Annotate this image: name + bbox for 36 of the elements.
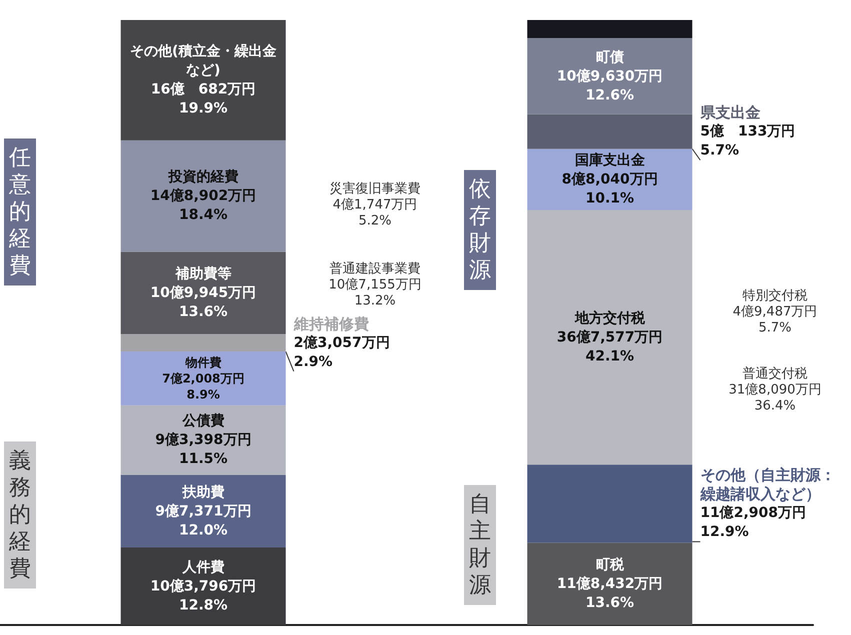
data-label: 14億8,902万円 18.4%	[150, 187, 256, 224]
series-label: 維持補修費	[292, 314, 369, 333]
data-label: 10億9,945万円 13.6%	[150, 284, 256, 320]
data-label: 2億3,057万円 2.9%	[294, 334, 390, 370]
data-label: 10億3,796万円 12.8%	[150, 577, 256, 614]
series-label: 地方交付税	[574, 309, 646, 326]
data-label: 36億7,577万円 42.1%	[556, 328, 663, 364]
annotation: 普通交付税 31億8,090万円 36.4%	[728, 366, 822, 414]
annotation: 義務的経費	[8, 448, 31, 582]
data-label: 7億2,008万円 8.9%	[162, 371, 244, 402]
data-label: 9億3,398万円 11.5%	[155, 431, 252, 468]
data-label: 9億7,371万円 12.0%	[155, 502, 252, 538]
data-label: 10億9,630万円 12.6%	[556, 67, 663, 104]
annotation: 災害復旧事業費 4億1,747万円 5.2%	[330, 180, 420, 228]
series-label: 扶助費	[181, 484, 224, 500]
annotation: 自主財源	[469, 492, 491, 598]
series-label: 公債費	[181, 413, 224, 430]
annotation: 普通建設事業費 10億7,155万円 13.2%	[328, 260, 422, 308]
data-label: 8億8,040万円 10.1%	[562, 170, 658, 206]
annotation: 特別交付税 4億9,487万円 5.7%	[732, 288, 818, 336]
annotation: 依存財源	[469, 177, 491, 283]
series-label: 物件費	[184, 355, 222, 370]
data-label: 16億 682万円 19.9%	[150, 80, 256, 117]
annotation: 任意的経費	[8, 146, 31, 278]
series-label: 国庫支出金	[574, 151, 646, 168]
series-label: 町税	[596, 556, 625, 573]
series-label: その他(積立金・繰出金など)	[130, 42, 278, 79]
series-label: その他（自主財源：繰越諸収入など）	[699, 466, 836, 504]
data-label: 11億8,432万円 13.6%	[556, 574, 663, 611]
series-label: 人件費	[181, 559, 224, 576]
series-label: 補助費等	[174, 264, 232, 282]
data-label: 5億 133万円 5.7%	[700, 122, 796, 159]
series-label: 県支出金	[699, 104, 760, 122]
data-label: 11億2,908万円 12.9%	[700, 504, 806, 540]
series-label: 投資的経費	[167, 169, 238, 186]
series-label: 町債	[596, 49, 624, 66]
